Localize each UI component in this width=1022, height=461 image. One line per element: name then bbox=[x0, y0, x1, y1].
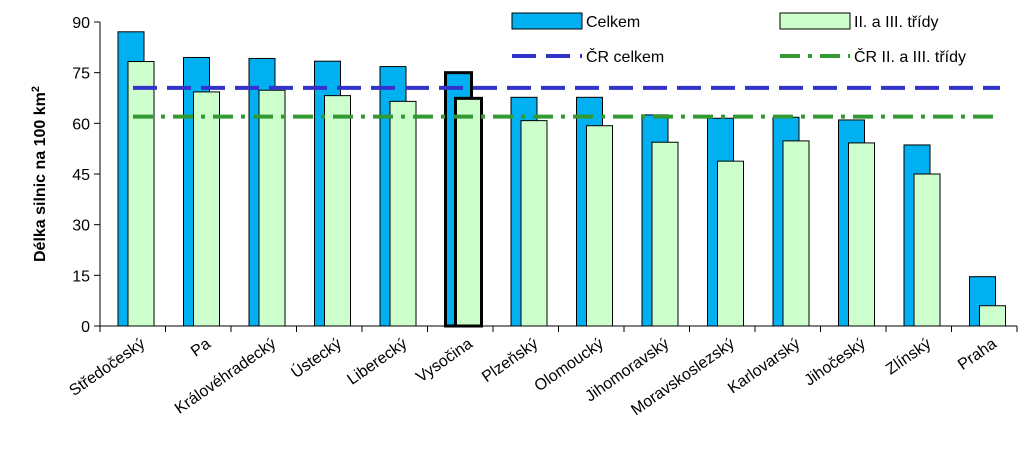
bar-tridy-12 bbox=[913, 173, 941, 327]
bar-tridy-7 bbox=[586, 125, 613, 327]
bar-tridy-9 bbox=[717, 160, 744, 327]
x-category-label: Praha bbox=[955, 335, 1000, 373]
bars-layer bbox=[117, 31, 1006, 328]
x-category-label: Karlovarský bbox=[725, 335, 803, 397]
legend-cr-celkem-label: ČR celkem bbox=[586, 47, 664, 66]
bar-tridy-2 bbox=[258, 89, 286, 327]
x-category-label: Středočeský bbox=[66, 335, 148, 399]
bar-tridy-6 bbox=[520, 120, 548, 327]
bar-tridy-10 bbox=[782, 140, 810, 327]
reference-lines bbox=[133, 85, 1000, 119]
y-tick-label: 45 bbox=[72, 167, 90, 184]
axes bbox=[94, 21, 1018, 332]
x-category-label: Ústecký bbox=[287, 334, 345, 382]
bar-tridy-13 bbox=[979, 305, 1006, 327]
bar-tridy-11 bbox=[848, 142, 875, 327]
legend-celkem-swatch bbox=[511, 12, 583, 30]
legend-tridy-label: II. a III. třídy bbox=[854, 14, 938, 31]
y-tick-label: 30 bbox=[72, 218, 90, 235]
y-tick-label: 0 bbox=[81, 319, 90, 336]
legend: Celkem II. a III. třídy ČR celkem ČR II. a … bbox=[511, 12, 966, 66]
bar-tridy-8 bbox=[651, 141, 679, 327]
x-category-label: Zlínský bbox=[883, 335, 934, 378]
x-category-label: Pa bbox=[188, 335, 214, 360]
x-category-label: Jihočeský bbox=[801, 335, 868, 389]
y-tick-label: 90 bbox=[72, 15, 90, 32]
bar-tridy-1 bbox=[193, 91, 220, 327]
bar-tridy-0 bbox=[127, 61, 155, 327]
legend-celkem-label: Celkem bbox=[586, 14, 640, 31]
y-tick-label: 60 bbox=[72, 116, 90, 133]
bar-tridy-5 bbox=[454, 96, 483, 328]
bar-tridy-4 bbox=[389, 100, 417, 327]
y-tick-label: 15 bbox=[72, 268, 90, 285]
y-tick-label: 75 bbox=[72, 66, 90, 83]
x-category-label: Liberecký bbox=[344, 335, 410, 388]
legend-cr-tridy-label: ČR II. a III. třídy bbox=[854, 47, 966, 66]
legend-tridy-swatch bbox=[779, 12, 851, 30]
x-category-label: Plzeňský bbox=[479, 335, 541, 386]
bar-tridy-3 bbox=[324, 95, 351, 327]
y-axis-title: Délka silnic na 100 km2 bbox=[30, 86, 49, 262]
x-category-label: Vysočina bbox=[413, 335, 476, 386]
